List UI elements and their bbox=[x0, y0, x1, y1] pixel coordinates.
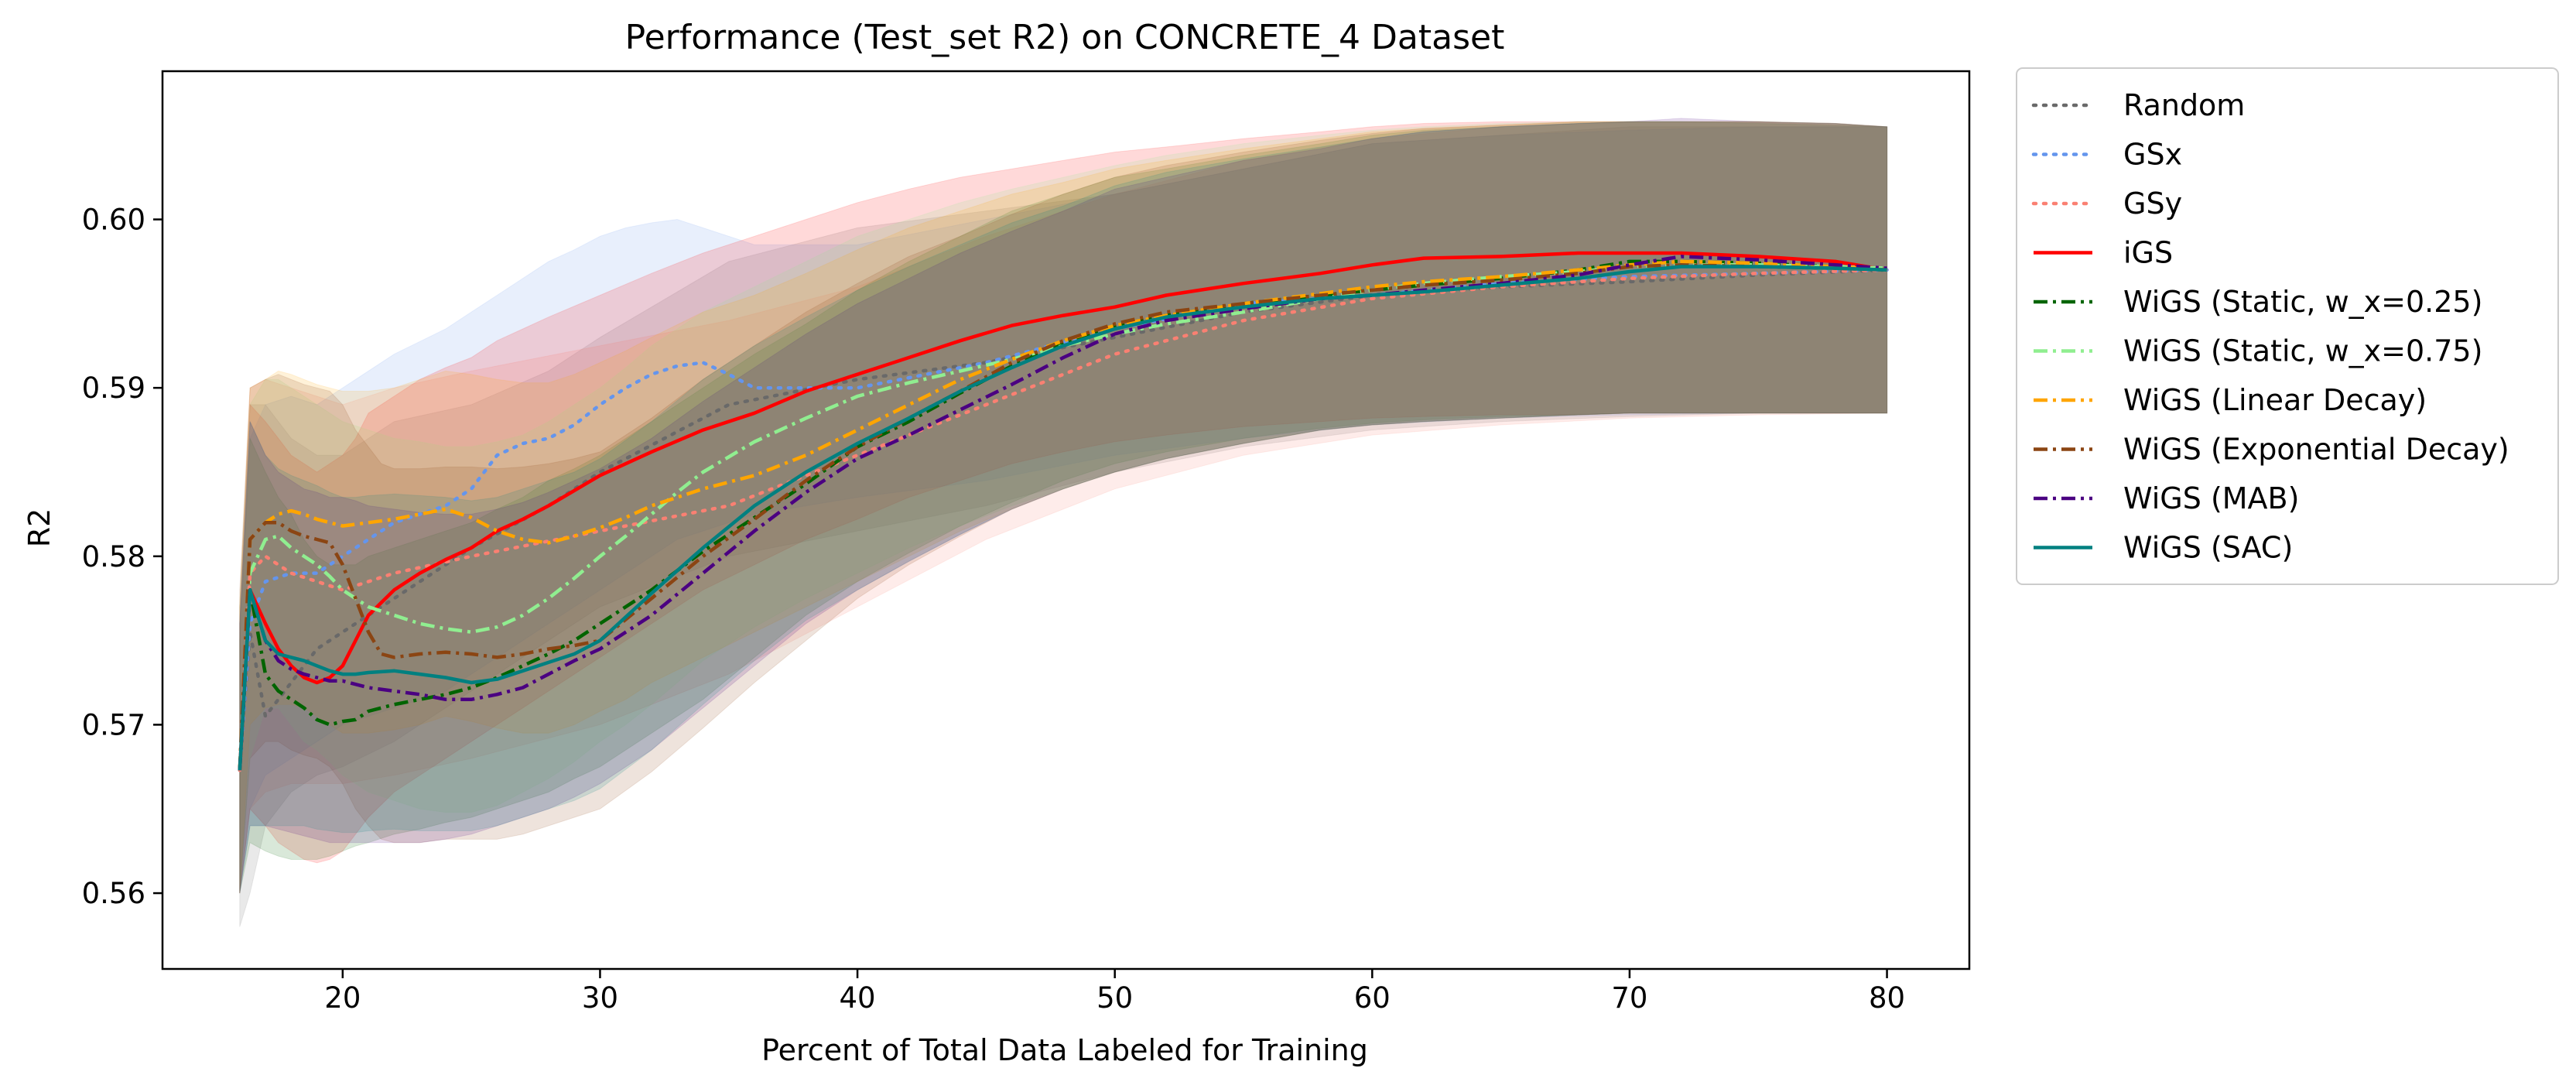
axes: 20 30 40 50 60 70 80 0.56 0.57 0.58 0.59 0.60 bbox=[82, 70, 1971, 1015]
band-gsy bbox=[239, 121, 1888, 894]
y-axis-label: R2 bbox=[22, 508, 56, 548]
legend-item-gsx[interactable]: GSx bbox=[2031, 138, 2182, 172]
band-wigs-sac bbox=[239, 121, 1888, 894]
y-tick-label: 0.60 bbox=[82, 204, 145, 237]
series-line-wigs-exponential-decay bbox=[238, 263, 1887, 771]
legend-label: WiGS (Exponential Decay) bbox=[2123, 433, 2509, 467]
legend-label: Random bbox=[2123, 88, 2245, 122]
series-lines bbox=[238, 251, 1889, 772]
y-tick-label: 0.56 bbox=[82, 877, 145, 910]
x-tick-label: 30 bbox=[582, 981, 618, 1015]
legend-item-random[interactable]: Random bbox=[2031, 88, 2245, 122]
y-tick-label: 0.57 bbox=[82, 708, 145, 741]
x-tick-label: 60 bbox=[1354, 981, 1391, 1015]
band-gsx bbox=[239, 126, 1888, 894]
legend-item-wigs-linear-decay[interactable]: WiGS (Linear Decay) bbox=[2034, 383, 2427, 417]
x-tick-label: 80 bbox=[1869, 981, 1905, 1015]
band-random bbox=[239, 126, 1888, 927]
series-line-wigs-static-w-x-0-75 bbox=[238, 263, 1887, 771]
legend-box bbox=[2016, 67, 2559, 585]
legend-item-igs[interactable]: iGS bbox=[2034, 236, 2173, 270]
band-wigs-static-w-x-0-25 bbox=[239, 121, 1888, 894]
confidence-bands bbox=[239, 118, 1888, 927]
band-wigs-mab bbox=[239, 118, 1888, 894]
y-tick-label: 0.58 bbox=[82, 540, 145, 573]
x-axis-label: Percent of Total Data Labeled for Traini… bbox=[761, 1033, 1368, 1067]
legend[interactable]: Random GSx GSy iGS WiGS (Static, w_x=0.25) Wi… bbox=[2016, 67, 2559, 585]
legend-label: WiGS (Static, w_x=0.75) bbox=[2123, 334, 2482, 368]
x-tick-label: 70 bbox=[1611, 981, 1647, 1015]
legend-label: GSy bbox=[2123, 187, 2182, 221]
y-tick-label: 0.59 bbox=[82, 371, 145, 405]
legend-label: WiGS (Linear Decay) bbox=[2123, 383, 2427, 417]
band-wigs-exponential-decay bbox=[239, 121, 1888, 894]
band-igs bbox=[239, 121, 1888, 894]
legend-item-wigs-exponential-decay[interactable]: WiGS (Exponential Decay) bbox=[2034, 433, 2509, 467]
x-tick-label: 20 bbox=[324, 981, 361, 1015]
legend-label: WiGS (SAC) bbox=[2123, 531, 2293, 565]
legend-label: WiGS (Static, w_x=0.25) bbox=[2123, 285, 2482, 319]
legend-label: WiGS (MAB) bbox=[2123, 481, 2299, 515]
band-wigs-linear-decay bbox=[239, 121, 1888, 894]
series-line-wigs-sac bbox=[238, 265, 1887, 771]
legend-label: GSx bbox=[2123, 138, 2182, 172]
legend-item-wigs-static-w-x-0-75[interactable]: WiGS (Static, w_x=0.75) bbox=[2034, 334, 2482, 368]
plot-frame bbox=[161, 70, 1971, 970]
chart-title: Performance (Test_set R2) on CONCRETE_4 … bbox=[625, 18, 1505, 57]
legend-item-wigs-mab[interactable]: WiGS (MAB) bbox=[2034, 481, 2299, 515]
x-tick-label: 40 bbox=[840, 981, 876, 1015]
band-wigs-static-w-x-0-75 bbox=[239, 121, 1888, 894]
legend-item-wigs-static-w-x-0-25[interactable]: WiGS (Static, w_x=0.25) bbox=[2034, 285, 2482, 319]
legend-item-gsy[interactable]: GSy bbox=[2031, 187, 2182, 221]
x-tick-label: 50 bbox=[1096, 981, 1133, 1015]
series-line-wigs-mab bbox=[238, 255, 1887, 771]
legend-label: iGS bbox=[2123, 236, 2173, 270]
legend-item-wigs-sac[interactable]: WiGS (SAC) bbox=[2034, 531, 2293, 565]
series-line-wigs-linear-decay bbox=[238, 259, 1887, 771]
